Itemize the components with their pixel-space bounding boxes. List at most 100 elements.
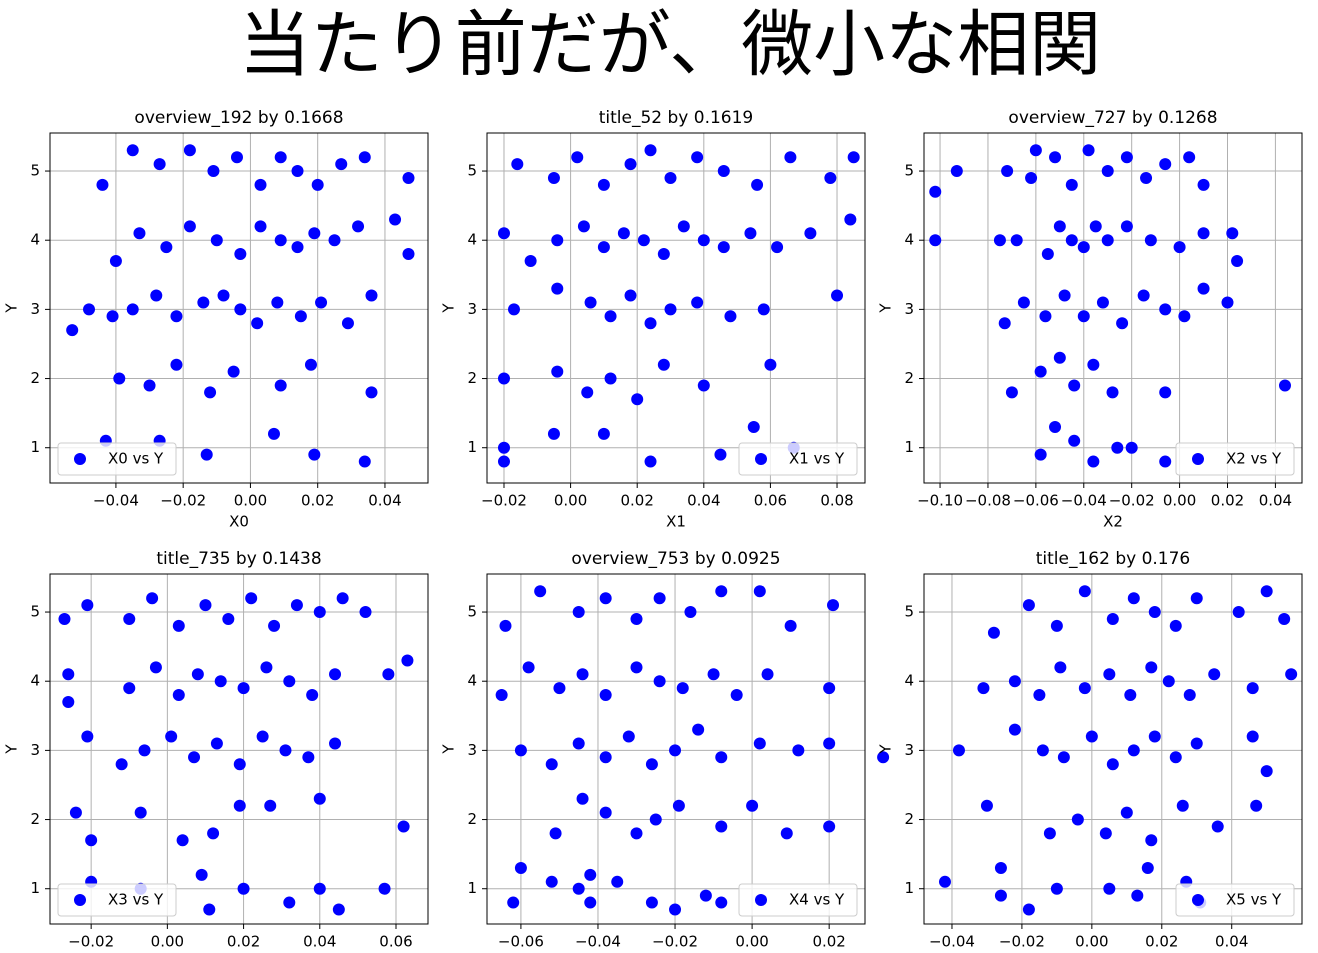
x-tick-label: 0.00 — [151, 933, 184, 951]
x-tick-label: 0.04 — [1215, 933, 1248, 951]
scatter-point — [66, 324, 79, 337]
scatter-point — [631, 393, 644, 406]
subplot-title: overview_753 by 0.0925 — [571, 549, 780, 569]
scatter-point — [672, 799, 685, 812]
scatter-point — [950, 165, 963, 178]
x-axis-label: X2 — [1103, 513, 1123, 531]
scatter-point — [1190, 737, 1203, 750]
scatter-point — [929, 234, 942, 247]
scatter-point — [106, 310, 119, 323]
legend-box — [738, 442, 858, 476]
scatter-point — [378, 882, 391, 895]
scatter-point — [234, 303, 247, 316]
scatter-point — [551, 234, 564, 247]
scatter-point — [792, 744, 805, 757]
scatter-point — [572, 737, 585, 750]
x-tick-label: −0.02 — [68, 933, 114, 951]
scatter-point — [645, 758, 658, 771]
scatter-point — [691, 296, 704, 309]
x-tick-label: 0.00 — [735, 933, 768, 951]
scatter-point — [1260, 765, 1273, 778]
scatter-point — [268, 619, 281, 632]
scatter-point — [335, 158, 348, 171]
scatter-point — [1041, 248, 1054, 261]
y-tick-label: 3 — [904, 300, 914, 318]
scatter-point — [514, 861, 527, 874]
scatter-point — [183, 144, 196, 157]
x-tick-label: 0.04 — [1259, 492, 1292, 510]
scatter-point — [191, 668, 204, 681]
scatter-point — [707, 668, 720, 681]
scatter-point — [1008, 723, 1021, 736]
scatter-point — [497, 372, 510, 385]
scatter-point — [644, 144, 657, 157]
axes-frame — [923, 573, 1303, 925]
scatter-point — [994, 889, 1007, 902]
y-axis-label: Y — [3, 303, 21, 314]
scatter-point — [123, 612, 136, 625]
scatter-point — [1260, 585, 1273, 598]
scatter-point — [1125, 441, 1138, 454]
x-tick-label: 0.00 — [234, 492, 267, 510]
scatter-point — [1087, 358, 1100, 371]
x-tick-label: −0.04 — [575, 933, 621, 951]
scatter-point — [260, 661, 273, 674]
scatter-point — [1231, 254, 1244, 267]
scatter-point — [199, 599, 212, 612]
y-tick-label: 3 — [467, 741, 477, 759]
scatter-point — [827, 599, 840, 612]
scatter-point — [669, 744, 682, 757]
scatter-point — [1082, 144, 1095, 157]
legend-box — [57, 883, 177, 917]
x-tick-label: −0.02 — [160, 492, 206, 510]
y-axis-label: Y — [877, 744, 895, 755]
scatter-point — [624, 289, 637, 302]
scatter-point — [138, 744, 151, 757]
legend-label: X3 vs Y — [108, 891, 164, 909]
x-tick-label: −0.04 — [1061, 492, 1107, 510]
y-tick-label: 2 — [904, 369, 914, 387]
y-tick-label: 5 — [30, 162, 40, 180]
scatter-point — [1246, 682, 1259, 695]
scatter-point — [188, 751, 201, 764]
scatter-point — [1169, 619, 1182, 632]
scatter-point — [1145, 661, 1158, 674]
legend-marker — [1192, 453, 1204, 465]
scatter-point — [283, 896, 296, 909]
y-tick-label: 1 — [467, 879, 477, 897]
scatter-point — [165, 730, 178, 743]
scatter-point — [1103, 882, 1116, 895]
scatter-point — [172, 689, 185, 702]
scatter-point — [291, 165, 304, 178]
scatter-point — [998, 317, 1011, 330]
scatter-point — [576, 668, 589, 681]
scatter-point — [831, 289, 844, 302]
scatter-point — [511, 158, 524, 171]
scatter-point — [1036, 744, 1049, 757]
x-tick-label: 0.00 — [1163, 492, 1196, 510]
x-tick-label: 0.02 — [1211, 492, 1244, 510]
scatter-point — [251, 317, 264, 330]
scatter-point — [62, 668, 75, 681]
legend-label: X2 vs Y — [1226, 450, 1282, 468]
scatter-point — [153, 158, 166, 171]
scatter-point — [676, 682, 689, 695]
scatter-point — [1089, 220, 1102, 233]
scatter-point — [195, 868, 208, 881]
scatter-point — [599, 592, 612, 605]
scatter-point — [274, 151, 287, 164]
scatter-point — [1197, 282, 1210, 295]
x-tick-label: −0.04 — [93, 492, 139, 510]
scatter-point — [549, 827, 562, 840]
scatter-point — [1053, 351, 1066, 364]
y-axis-label: Y — [3, 744, 21, 755]
scatter-point — [547, 427, 560, 440]
scatter-point — [109, 254, 122, 267]
scatter-point — [1208, 668, 1221, 681]
scatter-point — [1137, 289, 1150, 302]
scatter-point — [126, 303, 139, 316]
scatter-point — [669, 903, 682, 916]
scatter-point — [584, 868, 597, 881]
y-tick-label: 2 — [904, 810, 914, 828]
scatter-point — [1246, 730, 1259, 743]
